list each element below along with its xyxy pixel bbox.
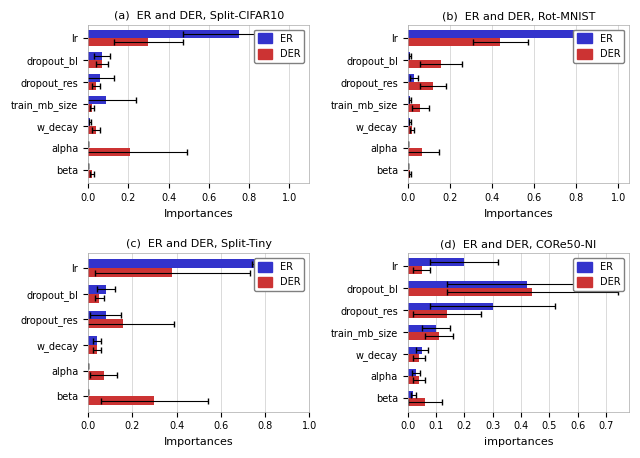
Bar	[88, 320, 124, 328]
Bar	[408, 354, 419, 362]
Bar	[408, 30, 605, 38]
Bar	[88, 285, 106, 294]
Bar	[408, 82, 433, 90]
Bar	[88, 118, 90, 126]
Legend: ER, DER: ER, DER	[573, 258, 624, 291]
Bar	[408, 104, 420, 112]
Bar	[88, 170, 92, 178]
X-axis label: Importances: Importances	[164, 208, 234, 218]
Bar	[88, 38, 148, 46]
Bar	[408, 391, 413, 398]
Bar	[88, 96, 106, 104]
Bar	[408, 126, 412, 134]
Bar	[88, 30, 239, 38]
Bar	[408, 266, 422, 274]
Title: (a)  ER and DER, Split-CIFAR10: (a) ER and DER, Split-CIFAR10	[113, 11, 284, 21]
Bar	[408, 60, 442, 68]
Bar	[88, 126, 96, 134]
Bar	[88, 268, 172, 277]
Bar	[408, 118, 410, 126]
Bar	[408, 398, 425, 406]
Bar	[88, 396, 154, 405]
Title: (c)  ER and DER, Split-Tiny: (c) ER and DER, Split-Tiny	[125, 240, 271, 250]
Bar	[408, 333, 439, 340]
Bar	[408, 74, 414, 82]
Bar	[408, 38, 500, 46]
Bar	[88, 82, 96, 90]
X-axis label: importances: importances	[484, 437, 553, 447]
Bar	[408, 280, 527, 288]
Bar	[88, 371, 104, 380]
Bar	[408, 52, 410, 60]
Bar	[408, 310, 447, 318]
Bar	[408, 325, 436, 333]
Bar	[408, 369, 416, 376]
Bar	[88, 148, 131, 156]
Title: (b)  ER and DER, Rot-MNIST: (b) ER and DER, Rot-MNIST	[442, 11, 595, 21]
X-axis label: Importances: Importances	[164, 437, 234, 447]
Bar	[408, 376, 419, 384]
Legend: ER, DER: ER, DER	[573, 29, 624, 63]
Bar	[408, 288, 532, 296]
Bar	[408, 96, 410, 104]
Bar	[408, 347, 422, 354]
Bar	[408, 170, 410, 178]
Bar	[88, 336, 97, 345]
Bar	[408, 303, 493, 310]
Bar	[88, 259, 274, 268]
Bar	[88, 74, 100, 82]
Title: (d)  ER and DER, CORe50-NI: (d) ER and DER, CORe50-NI	[440, 240, 596, 250]
X-axis label: Importances: Importances	[483, 208, 553, 218]
Legend: ER, DER: ER, DER	[253, 29, 305, 63]
Bar	[88, 104, 92, 112]
Legend: ER, DER: ER, DER	[253, 258, 305, 291]
Bar	[88, 311, 106, 320]
Bar	[88, 52, 102, 60]
Bar	[408, 258, 465, 266]
Bar	[88, 294, 99, 303]
Bar	[88, 345, 97, 354]
Bar	[408, 148, 422, 156]
Bar	[88, 60, 102, 68]
